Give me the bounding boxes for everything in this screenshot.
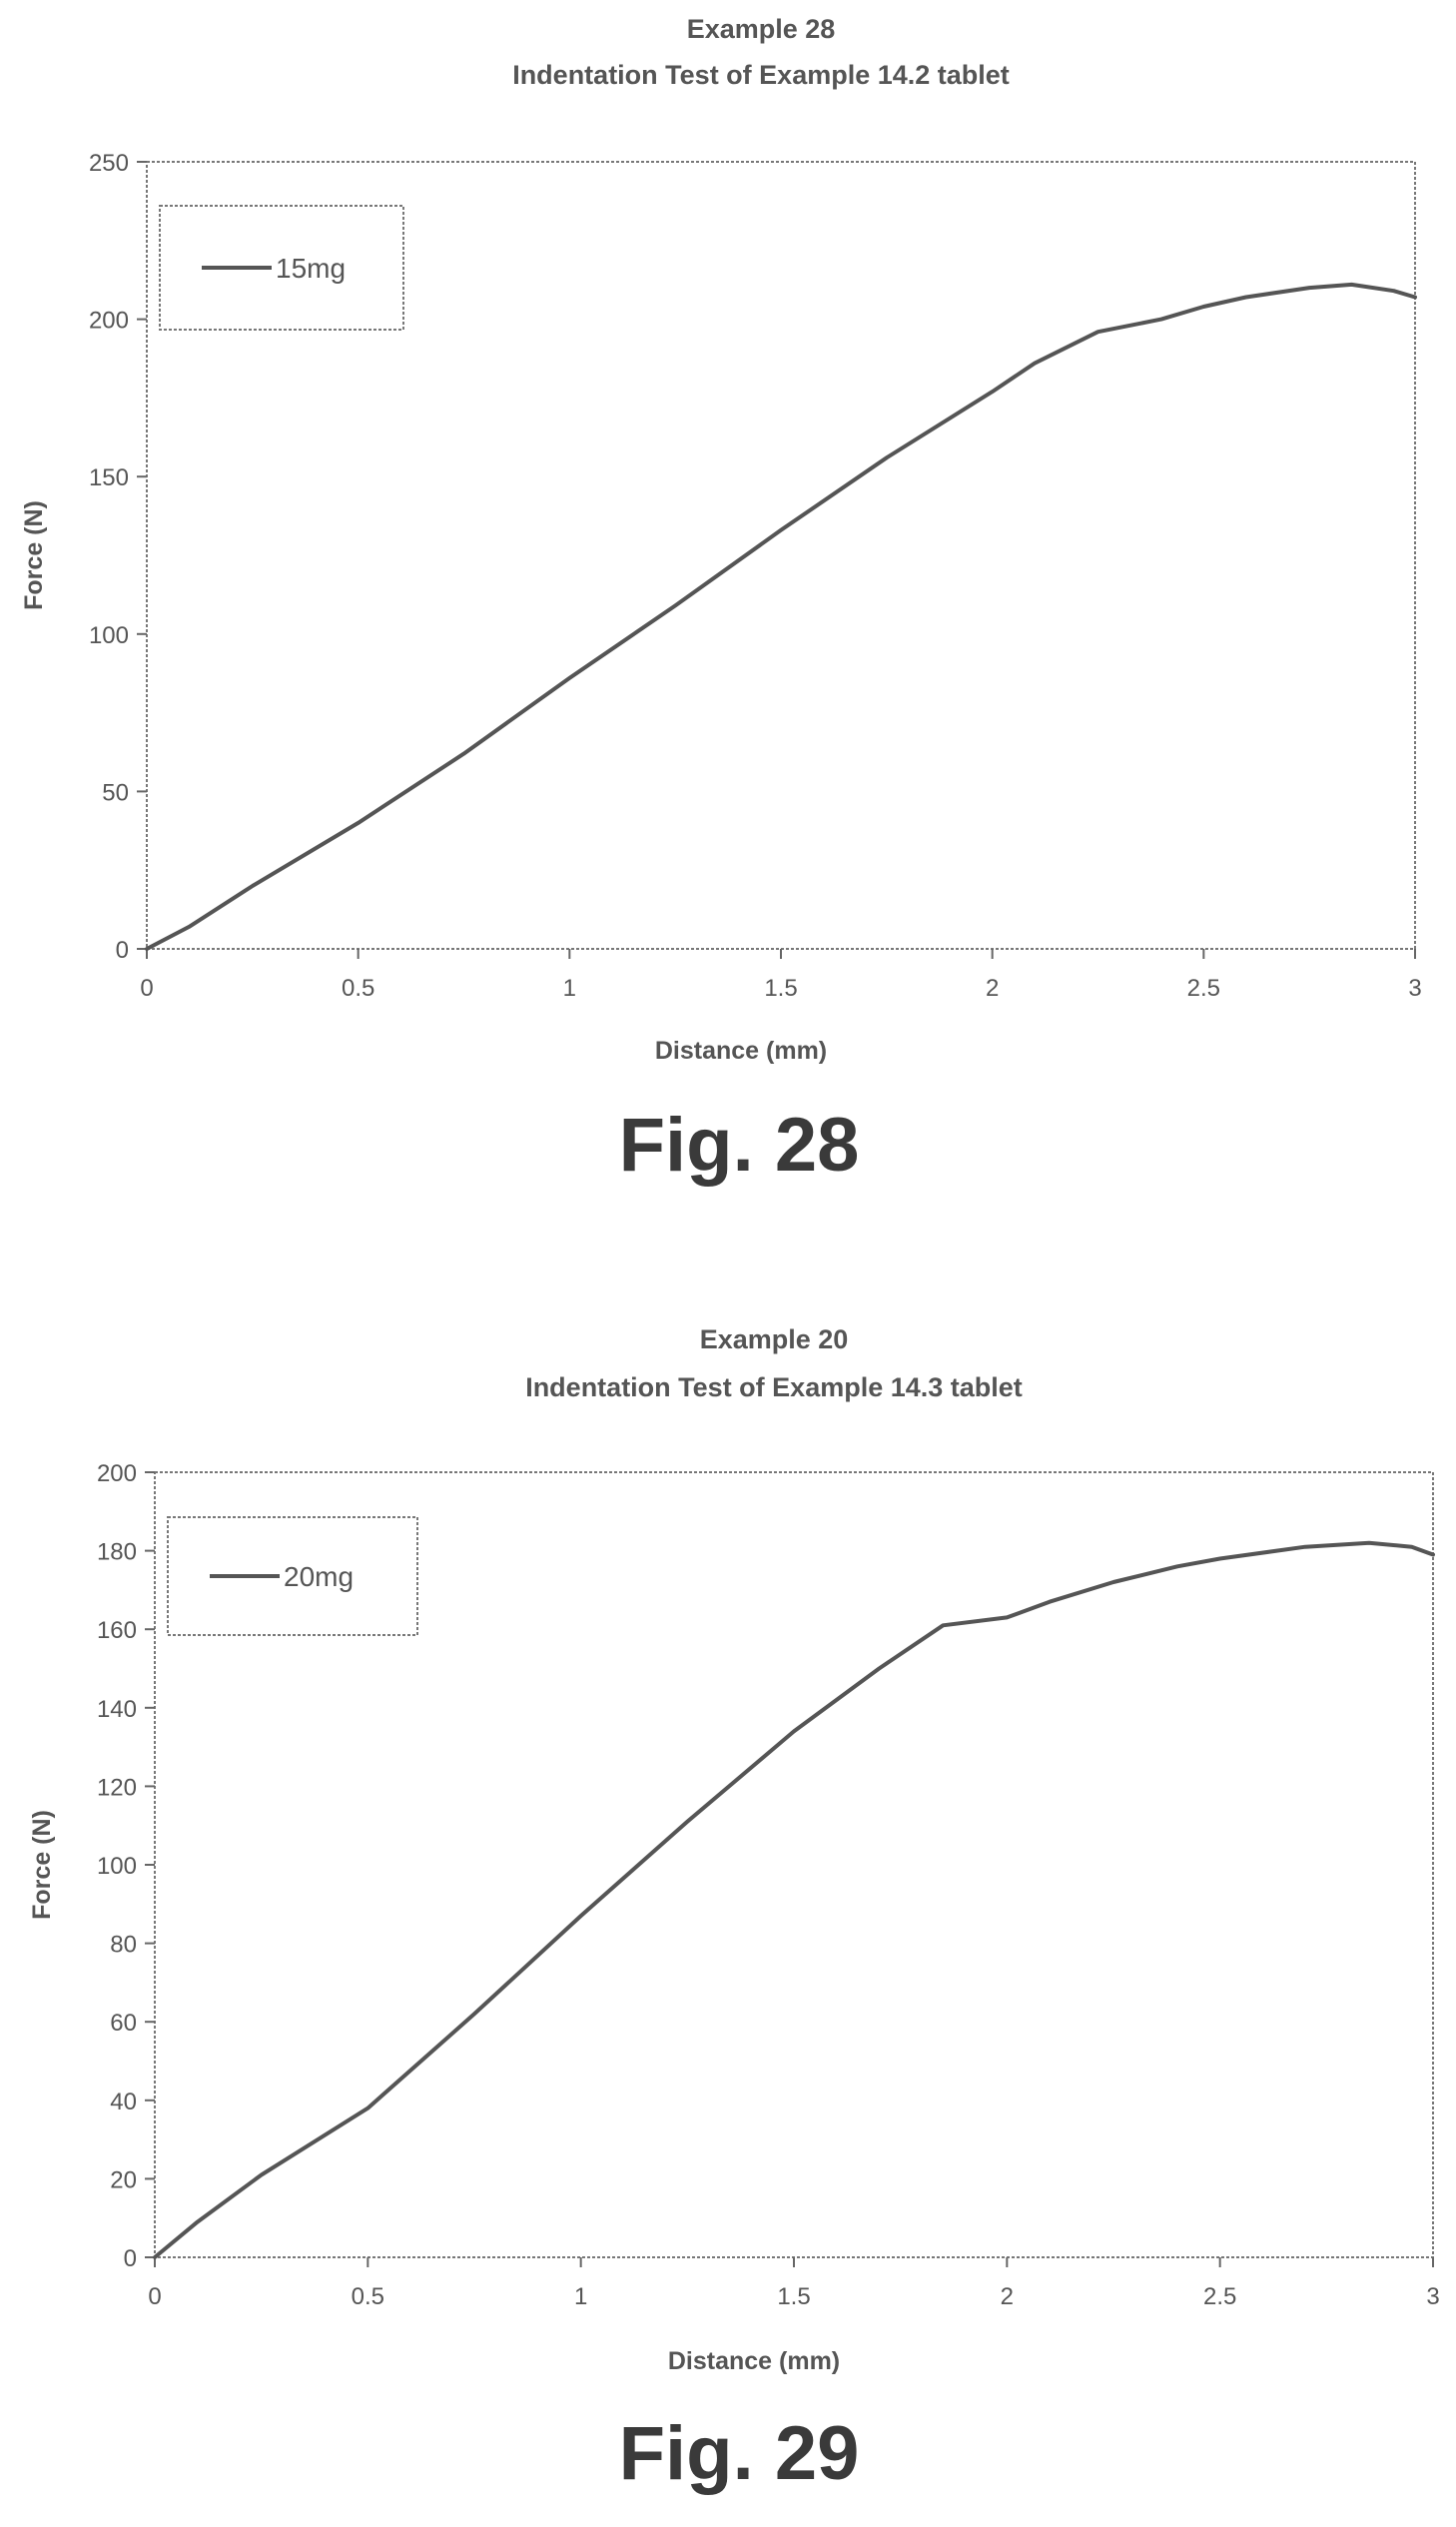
x-tick-label: 2 [986, 975, 999, 1002]
y-tick-label: 60 [110, 2010, 137, 2037]
y-tick-label: 20 [110, 2166, 137, 2193]
x-tick-label: 0 [140, 975, 153, 1002]
legend-box [159, 205, 404, 331]
y-tick-label: 140 [97, 1696, 137, 1723]
legend-box [167, 1516, 418, 1636]
y-tick-label: 160 [97, 1617, 137, 1644]
y-tick-label: 80 [110, 1932, 137, 1959]
y-tick-label: 200 [89, 308, 129, 335]
x-tick-label: 3 [1408, 975, 1421, 1002]
x-tick-label: 1.5 [777, 2283, 810, 2310]
y-tick-label: 100 [89, 622, 129, 649]
y-tick-label: 250 [89, 150, 129, 177]
x-tick-label: 0.5 [342, 975, 374, 1002]
legend-label: 20mg [284, 1561, 354, 1592]
chart-fig-29: Example 20 Indentation Test of Example 14… [28, 1324, 1440, 2496]
y-tick-label: 50 [102, 779, 129, 806]
y-axis-title: Force (N) [20, 500, 48, 610]
figure-label: Fig. 28 [619, 1103, 860, 1188]
figure-label: Fig. 29 [619, 2411, 860, 2496]
y-tick-label: 40 [110, 2089, 137, 2115]
legend: 20mg [167, 1516, 418, 1636]
y-axis-title: Force (N) [28, 1810, 56, 1920]
chart-title: Example 20 [700, 1324, 849, 1354]
series-line [153, 1540, 1435, 2259]
legend-label: 15mg [276, 253, 346, 284]
x-tick-label: 1 [574, 2283, 587, 2310]
y-tick-label: 150 [89, 464, 129, 491]
chart-fig-28: Example 28 Indentation Test of Example 14… [20, 14, 1422, 1188]
y-tick-label: 120 [97, 1774, 137, 1801]
y-tick-label: 180 [97, 1539, 137, 1566]
y-tick-label: 100 [97, 1853, 137, 1880]
y-tick-label: 200 [97, 1460, 137, 1487]
x-tick-label: 0.5 [352, 2283, 384, 2310]
x-tick-label: 2.5 [1203, 2283, 1236, 2310]
x-tick-label: 1 [563, 975, 576, 1002]
x-axis-title: Distance (mm) [668, 2347, 840, 2375]
x-tick-label: 1.5 [764, 975, 797, 1002]
x-tick-label: 3 [1426, 2283, 1439, 2310]
chart-subtitle: Indentation Test of Example 14.3 tablet [525, 1372, 1023, 1402]
x-tick-label: 0 [148, 2283, 161, 2310]
series-line [145, 282, 1417, 951]
x-axis-title: Distance (mm) [655, 1037, 827, 1065]
x-tick-label: 2 [1001, 2283, 1014, 2310]
y-tick-label: 0 [116, 937, 129, 964]
y-tick-label: 0 [124, 2245, 137, 2272]
chart-title: Example 28 [687, 14, 836, 44]
legend: 15mg [159, 205, 404, 331]
x-tick-label: 2.5 [1187, 975, 1220, 1002]
chart-subtitle: Indentation Test of Example 14.2 tablet [512, 60, 1010, 90]
